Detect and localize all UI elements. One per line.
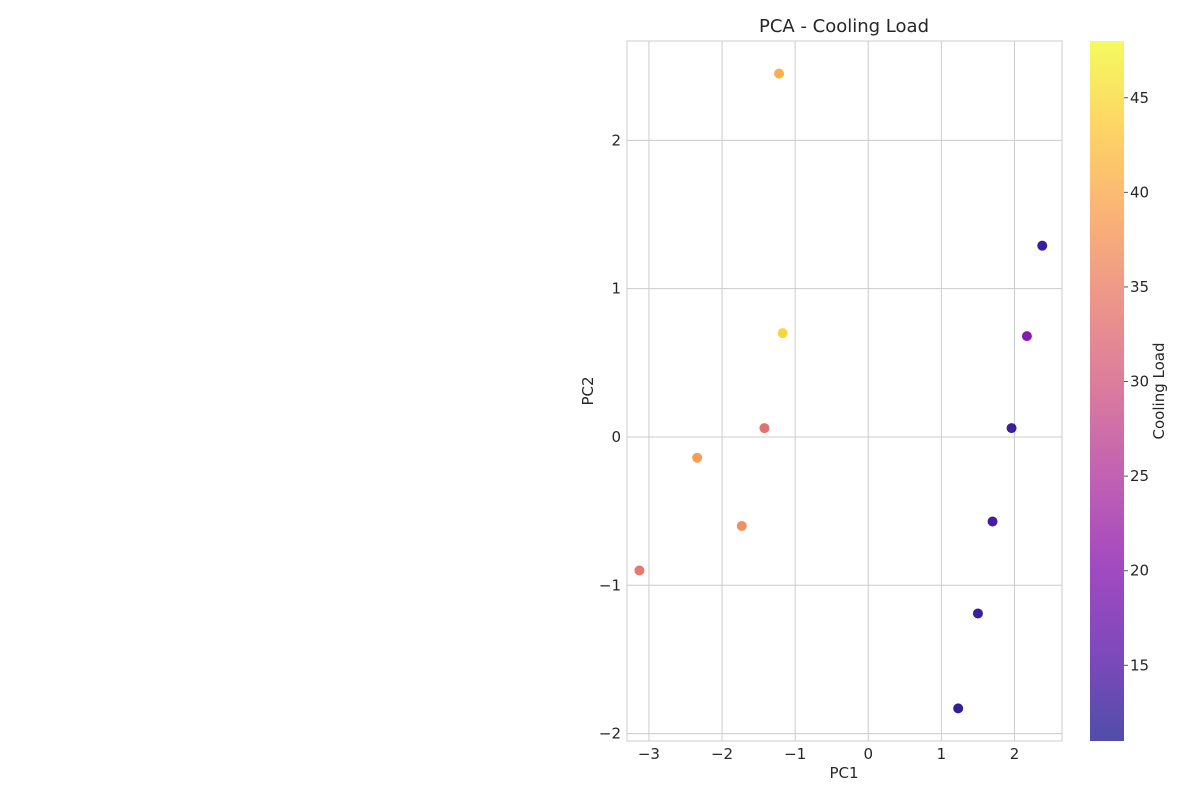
x-axis-label: PC1 (829, 764, 858, 782)
colorbar-tick-label: 20 (1130, 562, 1149, 580)
plot-frame (626, 40, 1063, 742)
x-tick-label: −1 (784, 745, 806, 763)
colorbar (1090, 41, 1124, 741)
y-tick-label: 2 (611, 131, 621, 149)
y-axis-ticks: −2 −1 0 1 2 (599, 131, 621, 742)
x-tick-label: 1 (937, 745, 947, 763)
x-tick-label: −2 (711, 745, 733, 763)
data-point (1037, 240, 1048, 251)
colorbar-ticks: 15 20 25 30 35 40 45 (1124, 89, 1149, 674)
data-point (777, 328, 788, 339)
data-point (1006, 423, 1017, 434)
colorbar-tick-label: 45 (1130, 89, 1149, 107)
x-tick-label: 0 (863, 745, 873, 763)
data-point (634, 565, 645, 576)
data-point (759, 423, 770, 434)
chart-title: PCA - Cooling Load (759, 16, 929, 37)
colorbar-tick-label: 25 (1130, 467, 1149, 485)
y-tick-label: 0 (611, 428, 621, 446)
data-point (774, 68, 785, 79)
data-point (972, 608, 983, 619)
data-point (692, 452, 703, 463)
data-points (634, 68, 1048, 714)
y-axis-label: PC2 (579, 376, 597, 405)
data-point (736, 520, 747, 531)
colorbar-tick-label: 40 (1130, 183, 1149, 201)
colorbar-tick-label: 30 (1130, 373, 1149, 391)
colorbar-label: Cooling Load (1150, 343, 1168, 440)
grid-lines (627, 41, 1062, 741)
x-tick-label: −3 (638, 745, 660, 763)
y-tick-label: 1 (611, 280, 621, 298)
x-tick-label: 2 (1010, 745, 1020, 763)
data-point (1021, 331, 1032, 342)
data-point (987, 516, 998, 527)
colorbar-tick-label: 35 (1130, 278, 1149, 296)
colorbar-tick-label: 15 (1130, 656, 1149, 674)
data-point (953, 703, 964, 714)
x-axis-ticks: −3 −2 −1 0 1 2 (638, 745, 1019, 763)
y-tick-label: −1 (599, 576, 621, 594)
y-tick-label: −2 (599, 725, 621, 743)
